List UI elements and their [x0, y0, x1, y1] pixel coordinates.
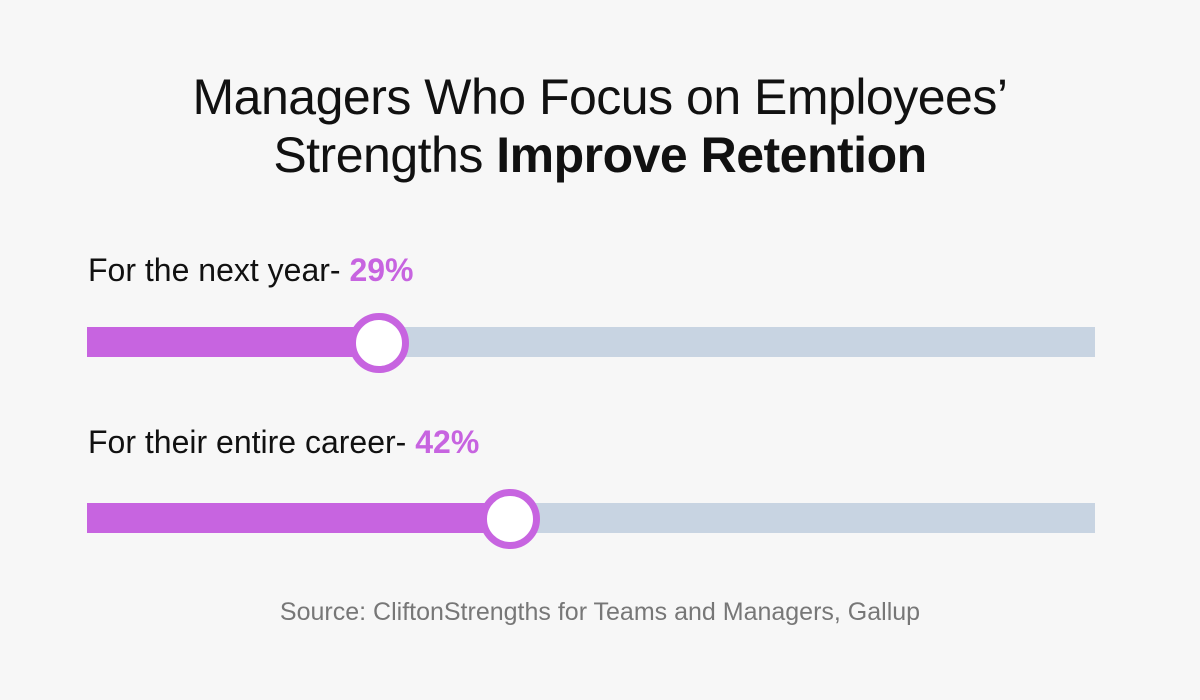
bar-value-label: 29% — [349, 252, 414, 288]
bar-track-next-year — [87, 313, 1095, 373]
source-note: Source: CliftonStrengths for Teams and M… — [279, 598, 921, 626]
title-line-1: Managers Who Focus on Employees’ — [192, 69, 1008, 125]
bar-label-text: For their entire career- — [88, 424, 416, 460]
title-line-2: Strengths — [273, 127, 497, 183]
bar-knob-entire-career — [480, 489, 541, 549]
chart-title: Managers Who Focus on Employees’ Strengt… — [0, 68, 1200, 184]
bar-knob-next-year — [349, 313, 410, 373]
bar-value-label: 42% — [415, 424, 480, 460]
bar-label-text: For the next year- — [88, 252, 350, 288]
title-bold: Improve Retention — [496, 127, 927, 183]
bar-label-entire-career: For their entire career- 42% — [88, 424, 479, 461]
bar-fill-next-year — [87, 327, 380, 357]
bar-track-entire-career — [87, 489, 1095, 549]
bar-label-next-year: For the next year- 29% — [88, 252, 413, 289]
bar-fill-entire-career — [87, 503, 511, 533]
